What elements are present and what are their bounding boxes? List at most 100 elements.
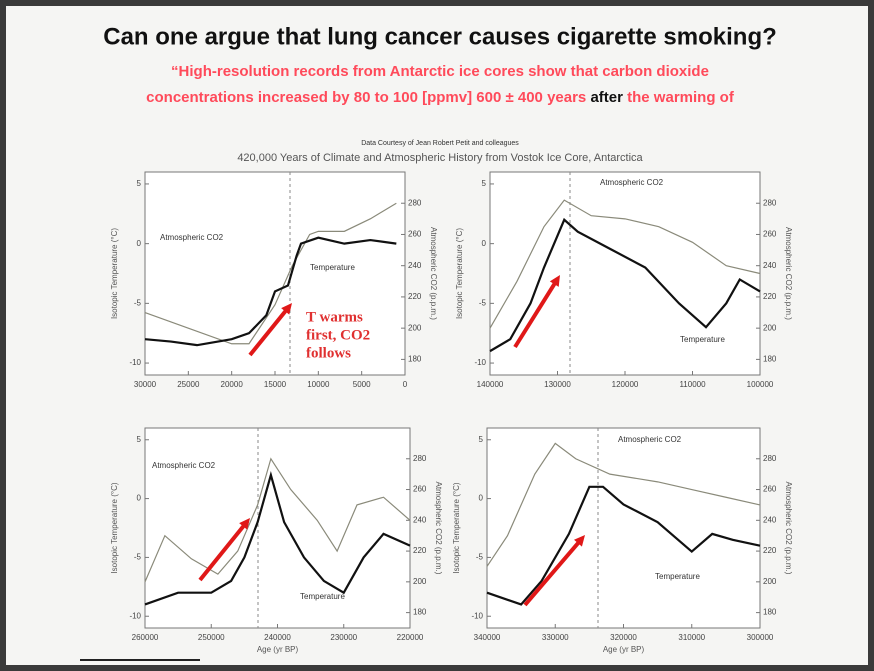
x-tick-label: 25000 bbox=[177, 380, 200, 389]
temperature-line bbox=[144, 236, 397, 347]
y-tick-label: -10 bbox=[471, 611, 483, 620]
x-tick-label: 140000 bbox=[477, 380, 504, 389]
y2-tick-label: 280 bbox=[763, 454, 777, 463]
temperature-label: Temperature bbox=[655, 572, 700, 581]
co2-label: Atmospheric CO2 bbox=[160, 233, 224, 242]
temperature-label: Temperature bbox=[310, 263, 355, 272]
y2-tick-label: 180 bbox=[408, 354, 422, 363]
quote-line: “High-resolution records from Antarctic … bbox=[171, 63, 709, 80]
temperature-line bbox=[489, 217, 761, 353]
y-tick-label: -10 bbox=[129, 611, 141, 620]
x-axis-label: Age (yr BP) bbox=[603, 645, 645, 654]
co2-label: Atmospheric CO2 bbox=[618, 435, 682, 444]
x-tick-label: 250000 bbox=[198, 633, 225, 642]
annotation: T warms bbox=[306, 309, 363, 325]
x-tick-label: 5000 bbox=[353, 380, 371, 389]
quote-emphasis: after bbox=[590, 89, 623, 106]
y2-tick-label: 180 bbox=[413, 608, 427, 617]
y-tick-label: 0 bbox=[479, 494, 484, 503]
y-tick-label: 5 bbox=[479, 435, 484, 444]
annotation: first, CO2 bbox=[306, 327, 370, 343]
x-tick-label: 20000 bbox=[221, 380, 244, 389]
x-tick-label: 300000 bbox=[747, 633, 774, 642]
arrow-shaft bbox=[198, 524, 246, 582]
temperature-line bbox=[486, 485, 761, 606]
y2-axis-label: Atmospheric CO2 (p.p.m.) bbox=[784, 482, 793, 575]
y2-tick-label: 200 bbox=[408, 323, 422, 332]
temperature-label: Temperature bbox=[680, 335, 725, 344]
arrow-shaft bbox=[248, 309, 288, 357]
y-axis-label: Isotopic Temperature (°C) bbox=[455, 228, 464, 319]
y-tick-label: 0 bbox=[482, 239, 487, 248]
y2-tick-label: 240 bbox=[763, 515, 777, 524]
y-tick-label: -10 bbox=[129, 358, 141, 367]
y-axis-label: Isotopic Temperature (°C) bbox=[110, 228, 119, 319]
y2-tick-label: 260 bbox=[763, 230, 777, 239]
x-tick-label: 0 bbox=[403, 380, 408, 389]
y2-tick-label: 220 bbox=[413, 546, 427, 555]
temperature-line bbox=[144, 471, 411, 606]
x-tick-label: 260000 bbox=[132, 633, 159, 642]
y-tick-label: 0 bbox=[137, 239, 142, 248]
temperature-label: Temperature bbox=[300, 592, 345, 601]
y-tick-label: 5 bbox=[137, 435, 142, 444]
x-tick-label: 110000 bbox=[679, 380, 706, 389]
y2-axis-label: Atmospheric CO2 (p.p.m.) bbox=[429, 227, 438, 320]
plot-frame bbox=[489, 171, 761, 376]
x-tick-label: 320000 bbox=[610, 633, 637, 642]
x-tick-label: 100000 bbox=[747, 380, 774, 389]
y2-tick-label: 260 bbox=[413, 485, 427, 494]
y-tick-label: -10 bbox=[474, 358, 486, 367]
y-tick-label: 5 bbox=[482, 179, 487, 188]
x-tick-label: 330000 bbox=[542, 633, 569, 642]
x-tick-label: 340000 bbox=[474, 633, 501, 642]
y-tick-label: -5 bbox=[134, 298, 142, 307]
x-tick-label: 230000 bbox=[330, 633, 357, 642]
y2-tick-label: 280 bbox=[408, 198, 422, 207]
y2-tick-label: 220 bbox=[763, 292, 777, 301]
x-tick-label: 30000 bbox=[134, 380, 157, 389]
y2-tick-label: 200 bbox=[763, 577, 777, 586]
y2-tick-label: 280 bbox=[413, 454, 427, 463]
arrow-shaft bbox=[513, 282, 557, 349]
y-tick-label: 0 bbox=[137, 494, 142, 503]
x-axis-label: Age (yr BP) bbox=[257, 645, 299, 654]
y-tick-label: -5 bbox=[479, 298, 487, 307]
figure-credit: Data Courtesy of Jean Robert Petit and c… bbox=[361, 140, 519, 147]
plot-frame bbox=[144, 427, 411, 629]
y-axis-label: Isotopic Temperature (°C) bbox=[452, 482, 461, 573]
x-tick-label: 130000 bbox=[544, 380, 571, 389]
y2-tick-label: 240 bbox=[408, 261, 422, 270]
x-tick-label: 120000 bbox=[612, 380, 639, 389]
arrow-head bbox=[549, 275, 560, 287]
arrow-shaft bbox=[523, 540, 581, 607]
y2-tick-label: 240 bbox=[413, 515, 427, 524]
arrow-head bbox=[239, 518, 250, 530]
annotation: follows bbox=[306, 345, 351, 361]
y2-tick-label: 220 bbox=[763, 546, 777, 555]
y2-axis-label: Atmospheric CO2 (p.p.m.) bbox=[434, 482, 443, 575]
x-tick-label: 10000 bbox=[307, 380, 330, 389]
co2-line bbox=[486, 442, 761, 567]
arrow-head bbox=[574, 535, 585, 547]
quote-text: concentrations increased by 80 to 100 [p… bbox=[146, 89, 586, 106]
y2-tick-label: 200 bbox=[763, 323, 777, 332]
y2-axis-label: Atmospheric CO2 (p.p.m.) bbox=[784, 227, 793, 320]
quote-text: the warming of bbox=[627, 89, 735, 106]
co2-line bbox=[144, 202, 397, 345]
y2-tick-label: 180 bbox=[763, 354, 777, 363]
y-axis-label: Isotopic Temperature (°C) bbox=[110, 482, 119, 573]
y2-tick-label: 240 bbox=[763, 261, 777, 270]
y2-tick-label: 260 bbox=[763, 485, 777, 494]
y2-tick-label: 260 bbox=[408, 230, 422, 239]
y-tick-label: -5 bbox=[134, 553, 142, 562]
co2-line bbox=[489, 199, 761, 329]
x-tick-label: 240000 bbox=[264, 633, 291, 642]
y2-tick-label: 200 bbox=[413, 577, 427, 586]
figure-title: 420,000 Years of Climate and Atmospheric… bbox=[237, 152, 643, 164]
x-tick-label: 15000 bbox=[264, 380, 287, 389]
x-tick-label: 310000 bbox=[678, 633, 705, 642]
y-tick-label: -5 bbox=[476, 553, 484, 562]
arrow-head bbox=[281, 303, 292, 315]
